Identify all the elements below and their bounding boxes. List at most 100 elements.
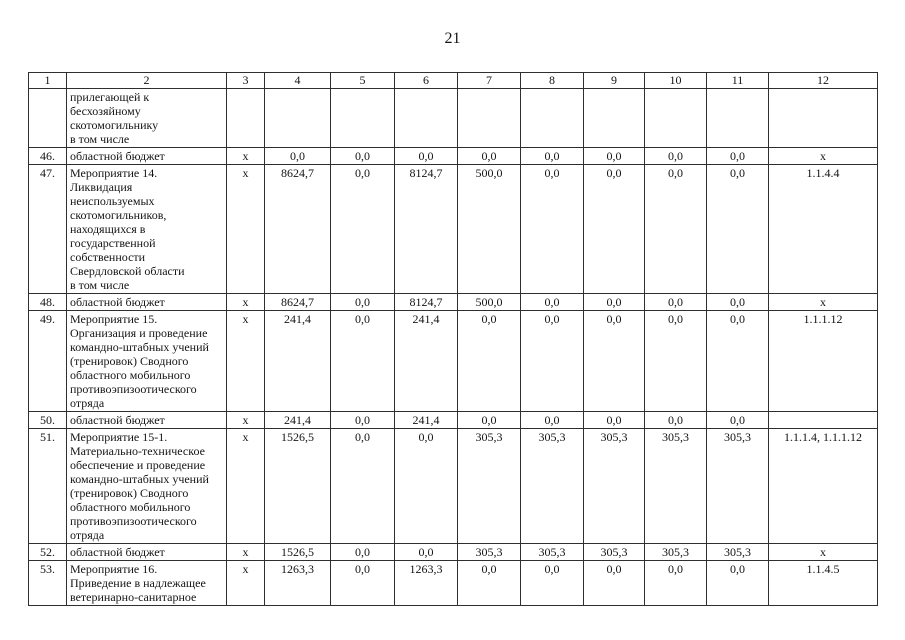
row-number-cell: 50. — [28, 411, 67, 429]
value-cell: 305,3 — [644, 428, 707, 544]
value-cell: 0,0 — [644, 411, 707, 429]
value-cell: 0,0 — [394, 428, 458, 544]
table-row: 53. Мероприятие 16. Приведение в надлежащ… — [28, 560, 878, 606]
value-cell: x — [768, 543, 878, 561]
value-cell: 0,0 — [706, 310, 769, 412]
column-number-header: 11 — [706, 72, 769, 89]
measure-name-cell: Мероприятие 15. Организация и проведение… — [66, 310, 227, 412]
value-cell: 0,0 — [644, 164, 707, 294]
value-cell: 305,3 — [583, 428, 645, 544]
measure-name-cell: областной бюджет — [66, 147, 227, 165]
value-cell: 8124,7 — [394, 164, 458, 294]
value-cell: 0,0 — [583, 293, 645, 311]
value-cell: 305,3 — [520, 543, 584, 561]
measure-name-cell: Мероприятие 15-1. Материально-техническо… — [66, 428, 227, 544]
measure-name-cell: областной бюджет — [66, 411, 227, 429]
value-cell: x — [768, 293, 878, 311]
value-cell: 305,3 — [583, 543, 645, 561]
value-cell: 0,0 — [706, 293, 769, 311]
table-row: 46. областной бюджет x 0,0 0,0 0,0 0,0 0,0 0,0 0,… — [28, 147, 878, 165]
row-number-cell: 52. — [28, 543, 67, 561]
value-cell: 0,0 — [330, 428, 395, 544]
value-cell: 241,4 — [394, 411, 458, 429]
measure-name-cell: областной бюджет — [66, 543, 227, 561]
value-cell: 241,4 — [264, 310, 331, 412]
value-cell: 0,0 — [583, 310, 645, 412]
value-cell: 1526,5 — [264, 428, 331, 544]
row-number-cell: 49. — [28, 310, 67, 412]
value-cell: 305,3 — [706, 543, 769, 561]
value-cell: x — [768, 147, 878, 165]
value-cell: 0,0 — [520, 411, 584, 429]
value-cell: 1263,3 — [394, 560, 458, 606]
value-cell: 0,0 — [330, 560, 395, 606]
value-cell: x — [226, 428, 265, 544]
value-cell: 0,0 — [706, 147, 769, 165]
value-cell: 305,3 — [520, 428, 584, 544]
value-cell — [583, 88, 645, 148]
value-cell: 0,0 — [520, 147, 584, 165]
value-cell: 0,0 — [583, 411, 645, 429]
column-number-header: 4 — [264, 72, 331, 89]
value-cell — [226, 88, 265, 148]
row-number-cell: 47. — [28, 164, 67, 294]
value-cell: 0,0 — [520, 293, 584, 311]
page-number: 21 — [444, 30, 461, 47]
value-cell: 0,0 — [644, 293, 707, 311]
value-cell: 0,0 — [706, 411, 769, 429]
value-cell: 0,0 — [644, 147, 707, 165]
column-number-header: 8 — [520, 72, 584, 89]
column-number-header: 6 — [394, 72, 458, 89]
value-cell: 8624,7 — [264, 164, 331, 294]
measure-name-cell: прилегающей к бесхозяйному скотомогильни… — [66, 88, 227, 148]
column-number-header: 7 — [457, 72, 521, 89]
measure-name-cell: Мероприятие 16. Приведение в надлежащее … — [66, 560, 227, 606]
value-cell: x — [226, 411, 265, 429]
value-cell: 0,0 — [330, 164, 395, 294]
value-cell — [768, 411, 878, 429]
column-number-header: 1 — [28, 72, 67, 89]
value-cell: 1.1.4.4 — [768, 164, 878, 294]
value-cell: 0,0 — [644, 560, 707, 606]
value-cell: 0,0 — [583, 147, 645, 165]
value-cell: 305,3 — [706, 428, 769, 544]
value-cell: x — [226, 147, 265, 165]
value-cell: 0,0 — [457, 147, 521, 165]
value-cell: 0,0 — [457, 560, 521, 606]
value-cell: 0,0 — [706, 164, 769, 294]
value-cell: 0,0 — [520, 560, 584, 606]
column-number-header: 5 — [330, 72, 395, 89]
measure-name-cell: областной бюджет — [66, 293, 227, 311]
value-cell — [520, 88, 584, 148]
value-cell: 0,0 — [330, 411, 395, 429]
value-cell: 305,3 — [644, 543, 707, 561]
value-cell: 305,3 — [457, 543, 521, 561]
value-cell: x — [226, 164, 265, 294]
value-cell — [768, 88, 878, 148]
table-row: 47. Мероприятие 14. Ликвидация неиспользу… — [28, 164, 878, 294]
value-cell: 8624,7 — [264, 293, 331, 311]
value-cell: 1.1.4.5 — [768, 560, 878, 606]
value-cell — [644, 88, 707, 148]
value-cell — [706, 88, 769, 148]
value-cell: 1.1.1.12 — [768, 310, 878, 412]
value-cell: x — [226, 310, 265, 412]
value-cell: 0,0 — [330, 293, 395, 311]
measure-name-cell: Мероприятие 14. Ликвидация неиспользуемы… — [66, 164, 227, 294]
value-cell: 0,0 — [520, 164, 584, 294]
value-cell — [457, 88, 521, 148]
value-cell: 0,0 — [330, 147, 395, 165]
value-cell: 0,0 — [457, 310, 521, 412]
budget-measures-table: 1 2 3 4 5 6 7 8 9 10 11 12 прилегающей к бесхозяйно… — [28, 72, 878, 606]
table-row: прилегающей к бесхозяйному скотомогильни… — [28, 88, 878, 148]
value-cell: x — [226, 293, 265, 311]
table-header-row: 1 2 3 4 5 6 7 8 9 10 11 12 — [28, 72, 878, 89]
value-cell: 241,4 — [264, 411, 331, 429]
column-number-header: 3 — [226, 72, 265, 89]
table-row: 50. областной бюджет x 241,4 0,0 241,4 0,0 0,0 0… — [28, 411, 878, 429]
column-number-header: 9 — [583, 72, 645, 89]
value-cell: 0,0 — [264, 147, 331, 165]
value-cell — [264, 88, 331, 148]
value-cell: 0,0 — [583, 164, 645, 294]
